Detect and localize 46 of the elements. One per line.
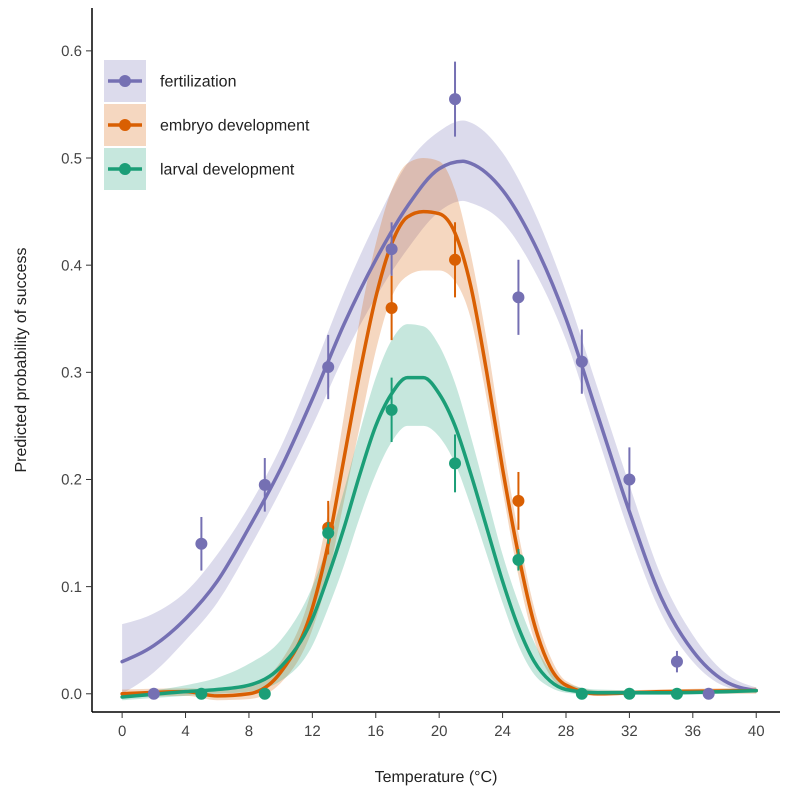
y-tick-label: 0.6 (61, 43, 82, 60)
x-tick-label: 16 (367, 723, 384, 740)
y-tick-label: 0.2 (61, 472, 82, 489)
point (258, 688, 271, 700)
legend-label: larval development (160, 162, 295, 179)
point (702, 688, 715, 700)
point (386, 302, 398, 314)
point (195, 688, 208, 700)
x-tick-label: 28 (558, 723, 574, 740)
x-tick-label: 24 (494, 723, 511, 740)
point (449, 254, 462, 266)
x-tick-label: 36 (684, 723, 702, 740)
point (670, 656, 683, 668)
point (148, 688, 160, 700)
y-axis-title: Predicted probability of success (13, 248, 30, 472)
point (322, 360, 334, 373)
point (258, 478, 271, 491)
point (512, 291, 524, 304)
x-tick-label: 12 (304, 723, 321, 740)
point (386, 243, 398, 256)
point (322, 527, 334, 540)
point (576, 688, 588, 700)
point (670, 688, 683, 700)
x-tick-label: 32 (621, 723, 638, 740)
x-tick-label: 20 (430, 723, 448, 740)
x-tick-label: 0 (118, 723, 126, 740)
x-tick-label: 8 (244, 723, 254, 740)
legend-label: embryo development (160, 118, 310, 135)
point (512, 494, 524, 507)
y-tick-label: 0.1 (61, 578, 82, 596)
point (386, 404, 398, 416)
point (512, 554, 524, 566)
point (623, 473, 636, 486)
y-tick-label: 0.0 (61, 686, 82, 704)
point (576, 356, 588, 368)
y-tick-label: 0.5 (61, 150, 82, 168)
y-tick-label: 0.4 (61, 257, 82, 274)
point (449, 93, 462, 106)
point (449, 457, 462, 470)
point (623, 688, 636, 700)
point (195, 538, 208, 550)
legend-label: fertilization (160, 74, 236, 91)
x-tick-label: 40 (748, 723, 765, 740)
x-tick-label: 4 (181, 723, 190, 740)
x-axis-title: Temperature (°C) (374, 769, 498, 786)
y-tick-label: 0.3 (61, 364, 82, 382)
